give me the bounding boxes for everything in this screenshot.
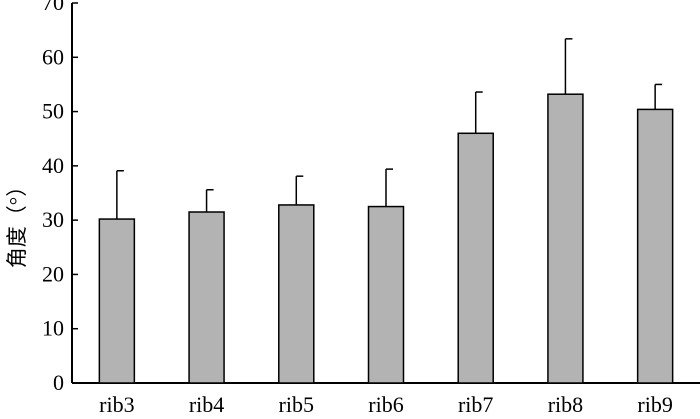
x-tick-label-rib5: rib5 xyxy=(279,392,314,417)
y-ticks: 0 10 20 30 40 50 60 70 xyxy=(42,0,78,395)
y-tick-label: 60 xyxy=(42,44,64,69)
y-tick-label: 40 xyxy=(42,153,64,178)
x-tick-label-rib9: rib9 xyxy=(637,392,672,417)
x-tick-label-rib6: rib6 xyxy=(368,392,403,417)
bar-rib3 xyxy=(98,218,136,384)
bars xyxy=(98,93,674,384)
x-tick-label-rib8: rib8 xyxy=(548,392,583,417)
bar-rib7 xyxy=(457,132,494,384)
bar-rib6 xyxy=(367,205,405,384)
y-tick-label: 0 xyxy=(53,370,64,395)
bar-rib8 xyxy=(547,93,584,384)
x-tick-labels: rib3 rib4 rib5 rib6 rib7 rib8 rib9 xyxy=(99,392,673,417)
x-tick-label-rib4: rib4 xyxy=(189,392,224,417)
y-tick-label: 70 xyxy=(42,0,64,15)
y-tick-label: 30 xyxy=(42,207,64,232)
y-tick-label: 10 xyxy=(42,316,64,341)
y-tick-label: 20 xyxy=(42,261,64,286)
y-tick-label: 50 xyxy=(42,99,64,124)
y-axis-title: 角度（°） xyxy=(5,176,29,268)
x-tick-label-rib7: rib7 xyxy=(458,392,493,417)
error-bars xyxy=(116,38,663,220)
x-tick-label-rib3: rib3 xyxy=(99,392,134,417)
bar-rib9 xyxy=(636,108,674,384)
bar-rib4 xyxy=(188,211,225,384)
bar-rib5 xyxy=(278,204,315,384)
